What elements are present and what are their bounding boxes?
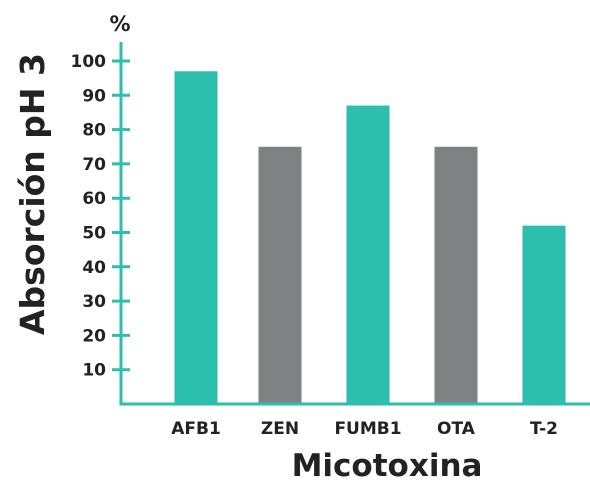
y-tick-label-100: 100 xyxy=(71,52,107,72)
y-tick-label-30: 30 xyxy=(82,292,106,312)
x-tick-label-afb1: AFB1 xyxy=(171,419,221,439)
y-tick-label-60: 60 xyxy=(82,189,106,209)
y-unit-label: % xyxy=(109,12,130,36)
x-tick-label-fumb1: FUMB1 xyxy=(334,419,401,439)
bar-fumb1 xyxy=(347,106,390,404)
bar-afb1 xyxy=(175,71,218,404)
y-tick-label-40: 40 xyxy=(82,258,106,278)
x-tick-labels: AFB1 ZEN FUMB1 OTA T-2 xyxy=(171,419,558,439)
y-tick-label-50: 50 xyxy=(82,224,106,244)
x-tick-label-t-2: T-2 xyxy=(530,419,558,439)
x-tick-label-ota: OTA xyxy=(437,419,476,439)
y-tick-label-10: 10 xyxy=(82,361,106,381)
y-tick-label-80: 80 xyxy=(82,121,106,141)
x-tick-label-zen: ZEN xyxy=(261,419,299,439)
bars-layer xyxy=(175,71,566,404)
y-axis-title: Absorción pH 3 xyxy=(13,53,52,335)
bar-t-2 xyxy=(523,226,566,404)
x-axis-title: Micotoxina xyxy=(292,448,483,483)
y-tick-label-70: 70 xyxy=(82,155,106,175)
bar-zen xyxy=(259,147,302,404)
y-tick-label-20: 20 xyxy=(82,326,106,346)
bar-ota xyxy=(435,147,478,404)
y-tick-label-90: 90 xyxy=(82,86,106,106)
